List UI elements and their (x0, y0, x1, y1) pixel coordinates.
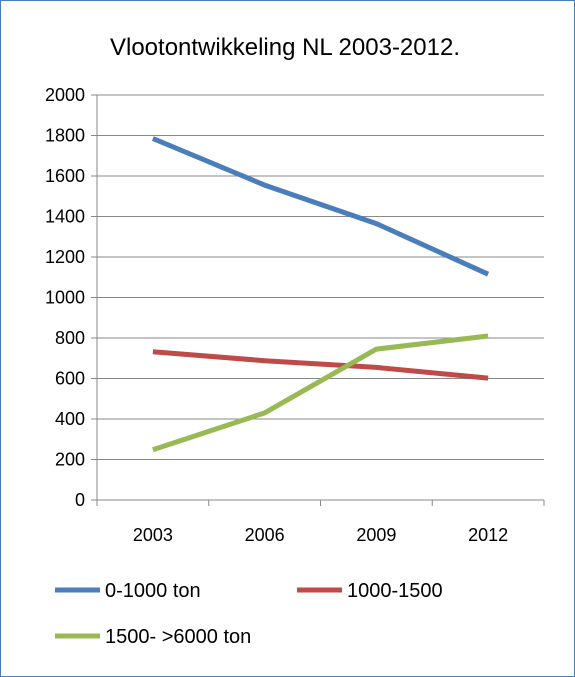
legend-label-2: 1500- >6000 ton (105, 626, 251, 648)
x-tick-label: 2012 (468, 525, 508, 545)
series-line-2 (152, 333, 489, 453)
series-line-1 (152, 349, 489, 381)
x-tick-label: 2009 (356, 525, 396, 545)
y-tick-label: 1000 (45, 288, 85, 308)
legend-label-0: 0-1000 ton (105, 580, 201, 602)
x-tick-label: 2006 (245, 525, 285, 545)
y-tick-label: 400 (55, 409, 85, 429)
y-tick-label: 1200 (45, 247, 85, 267)
y-tick-label: 0 (75, 490, 85, 510)
y-axis-ticks: 0 200 400 600 800 1000 1200 1400 1600 1800 2000 (45, 85, 97, 510)
y-tick-label: 1400 (45, 207, 85, 227)
y-tick-label: 1600 (45, 166, 85, 186)
legend-label-1: 1000-1500 (347, 580, 443, 602)
legend: 0-1000 ton 1000-1500 1500- >6000 ton (55, 580, 443, 648)
series-lines (151, 136, 490, 453)
y-tick-label: 2000 (45, 85, 85, 105)
y-tick-label: 1800 (45, 126, 85, 146)
series-line-0 (151, 136, 490, 277)
gridlines (97, 94, 544, 460)
y-tick-label: 600 (55, 369, 85, 389)
x-axis-ticks: 2003 2006 2009 2012 (96, 500, 545, 545)
y-tick-label: 800 (55, 328, 85, 348)
x-tick-label: 2003 (133, 525, 173, 545)
chart-title: Vlootontwikkeling NL 2003-2012. (110, 34, 460, 61)
y-tick-label: 200 (55, 450, 85, 470)
